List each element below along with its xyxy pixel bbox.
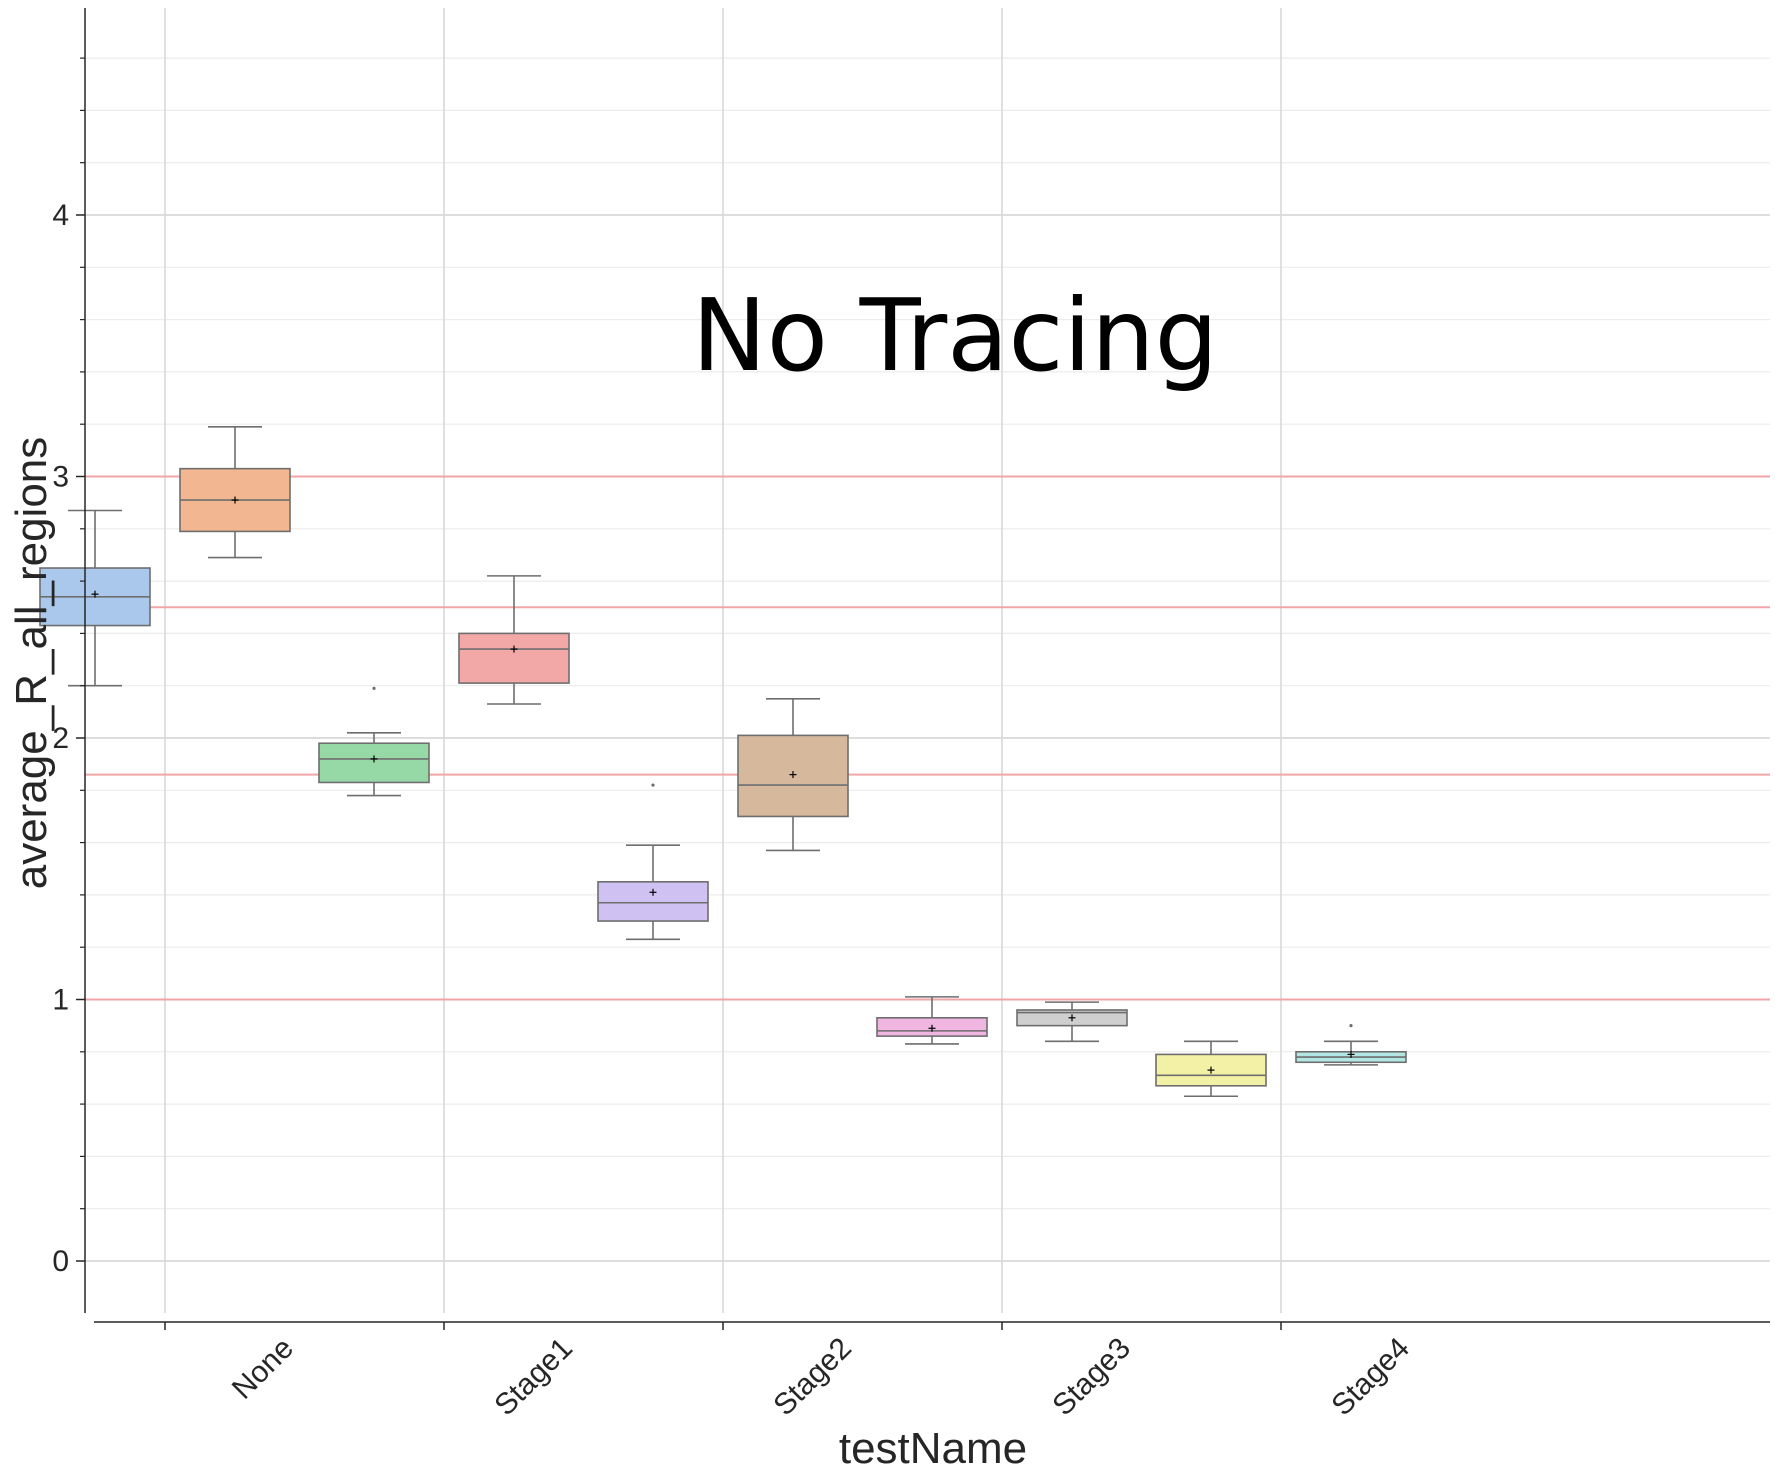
box-iqr [318,742,430,784]
box-none-0 [39,509,151,687]
outlier-point [372,686,376,690]
box-stage2-0 [597,783,709,941]
box-stage3-0 [876,996,988,1045]
axes [76,8,1770,1330]
y-axis-title: average_R_all_regions [7,437,56,890]
x-axis-title: testName [839,1424,1027,1473]
box-stage1-0 [318,686,430,797]
box-iqr [458,632,570,684]
box-stage3-1 [1016,1001,1128,1043]
annotation-text: No Tracing [692,277,1218,394]
y-tick-label: 1 [52,984,69,1017]
box-stage4-1 [1295,1024,1407,1066]
grid [85,8,1770,1313]
outlier-point [651,783,655,787]
y-tick-label: 3 [52,461,69,494]
y-tick-label: 0 [52,1245,69,1278]
box-stage2-1 [737,697,849,852]
box-iqr [597,881,709,922]
box-none-1 [179,426,291,559]
box-stage4-0 [1155,1040,1267,1098]
y-tick-label: 2 [52,722,69,755]
outlier-point [1349,1024,1353,1028]
box-stage1-1 [458,575,570,705]
y-tick-label: 4 [52,199,69,232]
boxes [39,426,1407,1098]
